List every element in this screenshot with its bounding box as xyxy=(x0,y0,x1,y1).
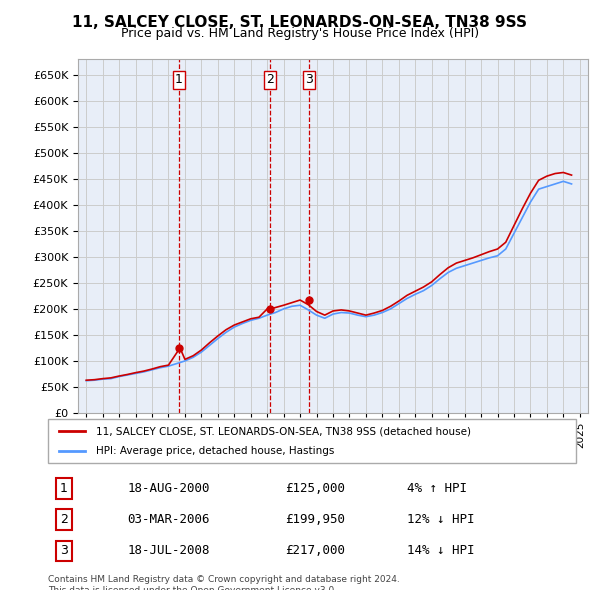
Text: £217,000: £217,000 xyxy=(286,545,346,558)
Text: 12% ↓ HPI: 12% ↓ HPI xyxy=(407,513,475,526)
Text: 03-MAR-2006: 03-MAR-2006 xyxy=(127,513,210,526)
Text: 2: 2 xyxy=(266,73,274,86)
Text: 3: 3 xyxy=(60,545,68,558)
Text: 18-AUG-2000: 18-AUG-2000 xyxy=(127,482,210,495)
FancyBboxPatch shape xyxy=(48,419,576,463)
Text: Contains HM Land Registry data © Crown copyright and database right 2024.
This d: Contains HM Land Registry data © Crown c… xyxy=(48,575,400,590)
Text: 14% ↓ HPI: 14% ↓ HPI xyxy=(407,545,475,558)
Text: 1: 1 xyxy=(175,73,183,86)
Text: HPI: Average price, detached house, Hastings: HPI: Average price, detached house, Hast… xyxy=(95,446,334,455)
Text: 2: 2 xyxy=(60,513,68,526)
Text: Price paid vs. HM Land Registry's House Price Index (HPI): Price paid vs. HM Land Registry's House … xyxy=(121,27,479,40)
Text: 1: 1 xyxy=(60,482,68,495)
Text: 4% ↑ HPI: 4% ↑ HPI xyxy=(407,482,467,495)
Text: £199,950: £199,950 xyxy=(286,513,346,526)
Text: £125,000: £125,000 xyxy=(286,482,346,495)
Text: 11, SALCEY CLOSE, ST. LEONARDS-ON-SEA, TN38 9SS (detached house): 11, SALCEY CLOSE, ST. LEONARDS-ON-SEA, T… xyxy=(95,427,470,436)
Text: 3: 3 xyxy=(305,73,313,86)
Text: 18-JUL-2008: 18-JUL-2008 xyxy=(127,545,210,558)
Text: 11, SALCEY CLOSE, ST. LEONARDS-ON-SEA, TN38 9SS: 11, SALCEY CLOSE, ST. LEONARDS-ON-SEA, T… xyxy=(73,15,527,30)
